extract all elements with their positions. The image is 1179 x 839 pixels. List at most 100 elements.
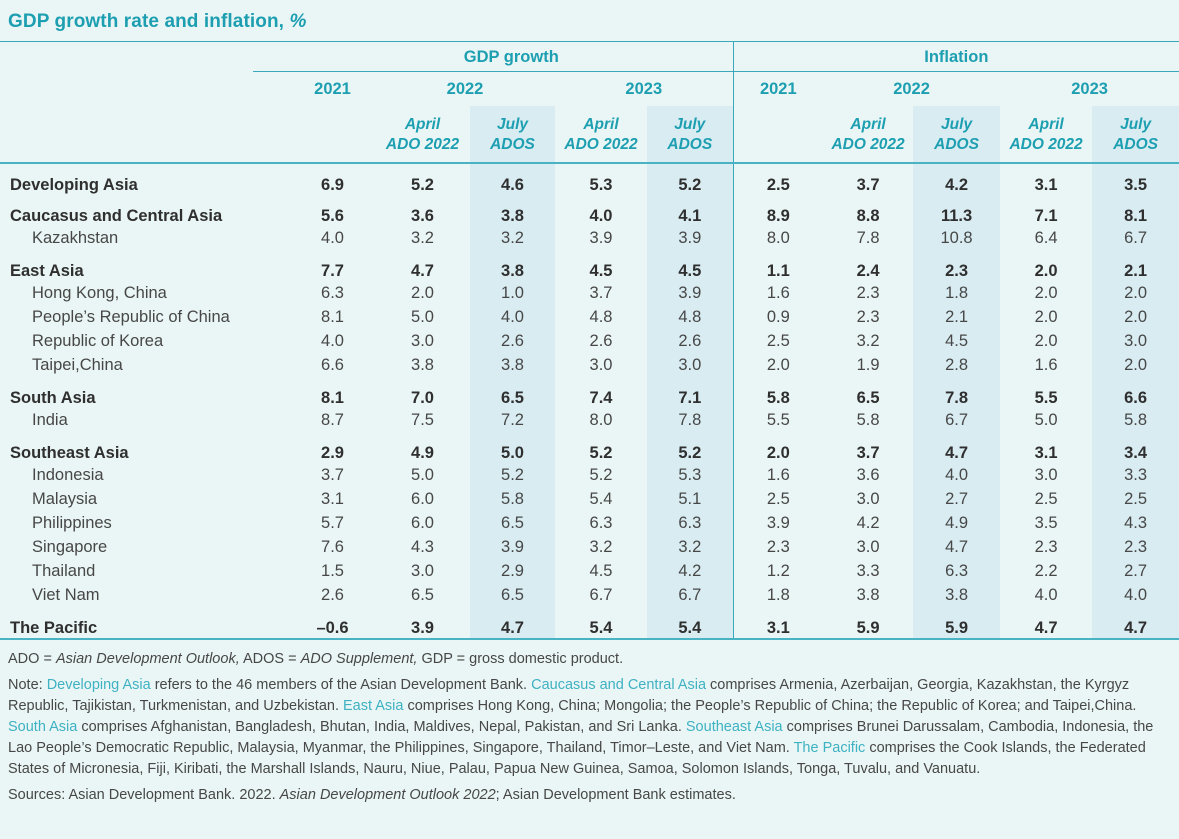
inflation-value-cell: 5.5 <box>732 408 824 432</box>
gdp-value-cell: 2.9 <box>470 559 555 583</box>
gdp-value-cell: 5.2 <box>647 163 734 195</box>
inflation-value-cell: 2.0 <box>1092 305 1179 329</box>
table-row: Thailand 1.5 3.0 2.9 4.5 4.2 1.2 3.3 6.3 2.2 2.7 <box>0 559 1179 583</box>
inflation-value-cell: 2.0 <box>1034 283 1058 302</box>
gdp-value-cell: 6.5 <box>411 585 434 604</box>
inflation-value-cell: 1.8 <box>913 281 1001 305</box>
empty-cell <box>732 106 824 164</box>
corner-cell <box>0 42 290 72</box>
gdp-value-cell: 5.0 <box>470 432 555 463</box>
gdp-value-cell: 7.2 <box>470 408 555 432</box>
inflation-value-cell: 1.1 <box>732 250 824 281</box>
gdp-value-cell: 6.3 <box>321 283 344 302</box>
table-row: Viet Nam 2.6 6.5 6.5 6.7 6.7 1.8 3.8 3.8 4.0 4.0 <box>0 583 1179 607</box>
inflation-value-cell: 4.0 <box>1034 585 1058 604</box>
gdp-value-cell: 3.8 <box>470 250 555 281</box>
april-label: April <box>1028 116 1064 133</box>
gdp-value-cell: 8.1 <box>321 307 344 326</box>
gdp-value-cell: 5.2 <box>589 444 613 462</box>
gdp-value-cell: 4.1 <box>647 195 734 226</box>
inflation-value-cell: 5.0 <box>1034 410 1058 429</box>
april-label: April <box>850 116 886 133</box>
table-row: People’s Republic of China 8.1 5.0 4.0 4.8 4.… <box>0 305 1179 329</box>
title-text: GDP growth rate and inflation, <box>8 11 290 32</box>
july-label: July <box>1120 116 1152 133</box>
inflation-year-2021: 2021 <box>732 72 824 106</box>
ado-2022-label: ADO 2022 <box>564 136 638 153</box>
inflation-value-cell: 1.6 <box>732 281 824 305</box>
inflation-value-cell: 2.3 <box>1034 537 1058 556</box>
gdp-value-cell: 6.0 <box>411 489 434 508</box>
gdp-value-cell: 5.2 <box>589 465 613 484</box>
inflation-value-cell: 4.2 <box>913 163 1001 195</box>
gdp-value-cell: 5.4 <box>555 607 647 640</box>
footnotes: ADO = Asian Development Outlook, ADOS = … <box>0 640 1179 806</box>
gdp-value-cell: 6.6 <box>321 355 344 374</box>
july-ados-header: July ADOS <box>1092 106 1179 164</box>
gdp-value-cell: 3.9 <box>375 607 470 640</box>
inflation-year-2023: 2023 <box>1071 79 1108 98</box>
inflation-value-cell: 2.0 <box>732 353 824 377</box>
inflation-value-cell: 4.7 <box>1000 607 1093 640</box>
gdp-value-cell: 6.5 <box>470 511 555 535</box>
inflation-value-cell: 8.0 <box>732 226 824 250</box>
inflation-value-cell: 3.8 <box>856 585 880 604</box>
note-segment: GDP = gross domestic product. <box>417 651 624 667</box>
inflation-value-cell: 3.6 <box>856 465 880 484</box>
table-row: Republic of Korea 4.0 3.0 2.6 2.6 2.6 2.5 3.2 4.… <box>0 329 1179 353</box>
inflation-value-cell: 2.0 <box>732 432 824 463</box>
gdp-value-cell: 8.7 <box>321 410 344 429</box>
gdp-growth-group-header: GDP growth <box>252 42 733 72</box>
row-label: Southeast Asia <box>10 444 129 462</box>
inflation-value-cell: 3.3 <box>1092 463 1179 487</box>
note-segment: comprises Armenia, Azerbaijan, Georgia, … <box>8 677 1130 714</box>
inflation-value-cell: 2.0 <box>1034 331 1058 350</box>
inflation-value-cell: 4.5 <box>913 329 1001 353</box>
gdp-value-cell: 5.6 <box>321 207 344 225</box>
inflation-value-cell: 2.3 <box>856 307 880 326</box>
gdp-value-cell: 8.0 <box>589 410 613 429</box>
table-row: South Asia 8.1 7.0 6.5 7.4 7.1 5.8 6.5 7.8 5.5 6.6 <box>0 377 1179 408</box>
inflation-value-cell: 2.4 <box>856 262 880 280</box>
note-segment: refers to the 46 members of the Asian De… <box>150 677 532 693</box>
gdp-value-cell: 3.2 <box>411 228 434 247</box>
empty-cell <box>290 106 375 164</box>
table-row: Southeast Asia 2.9 4.9 5.0 5.2 5.2 2.0 3.7 4.7 3.… <box>0 432 1179 463</box>
inflation-value-cell: 5.8 <box>732 377 824 408</box>
july-ados-header: July ADOS <box>470 106 555 164</box>
gdp-value-cell: 4.0 <box>589 207 613 225</box>
note-segment: ; Asian Development Bank estimates. <box>495 787 736 803</box>
inflation-value-cell: 3.3 <box>856 561 880 580</box>
inflation-value-cell: 1.6 <box>1034 355 1058 374</box>
gdp-value-cell: 1.5 <box>321 561 344 580</box>
july-label: July <box>674 116 706 133</box>
inflation-year-2022: 2022 <box>893 79 930 98</box>
gdp-value-cell: 3.0 <box>589 355 613 374</box>
gdp-value-cell: 3.9 <box>470 535 555 559</box>
gdp-value-cell: 3.9 <box>647 281 734 305</box>
note-segment: Asian Development Outlook, <box>55 651 240 667</box>
inflation-value-cell: 2.0 <box>1092 353 1179 377</box>
inflation-value-cell: 6.7 <box>913 408 1001 432</box>
gdp-value-cell: 3.0 <box>411 331 434 350</box>
gdp-value-cell: 7.6 <box>321 537 344 556</box>
note-segment: comprises Hong Kong, China; Mongolia; th… <box>403 698 1137 714</box>
ado-2022-label: ADO 2022 <box>831 136 905 153</box>
gdp-value-cell: 7.4 <box>589 389 613 407</box>
ado-2022-label: ADO 2022 <box>385 136 460 153</box>
gdp-value-cell: 3.7 <box>321 465 344 484</box>
gdp-value-cell: 3.1 <box>321 489 344 508</box>
row-label: South Asia <box>10 389 96 407</box>
inflation-value-cell: 4.7 <box>1092 607 1179 640</box>
inflation-value-cell: 2.3 <box>856 283 880 302</box>
sources-note: Sources: Asian Development Bank. 2022. A… <box>8 785 1171 806</box>
inflation-value-cell: 2.5 <box>1092 487 1179 511</box>
inflation-value-cell: 3.8 <box>913 583 1001 607</box>
gdp-value-cell: 4.8 <box>589 307 613 326</box>
gdp-value-cell: 2.6 <box>321 585 344 604</box>
gdp-value-cell: 5.1 <box>647 487 734 511</box>
row-label: Republic of Korea <box>32 331 164 350</box>
gdp-value-cell: 6.3 <box>589 513 613 532</box>
gdp-year-2023: 2023 <box>625 79 663 98</box>
gdp-value-cell: 7.5 <box>411 410 434 429</box>
